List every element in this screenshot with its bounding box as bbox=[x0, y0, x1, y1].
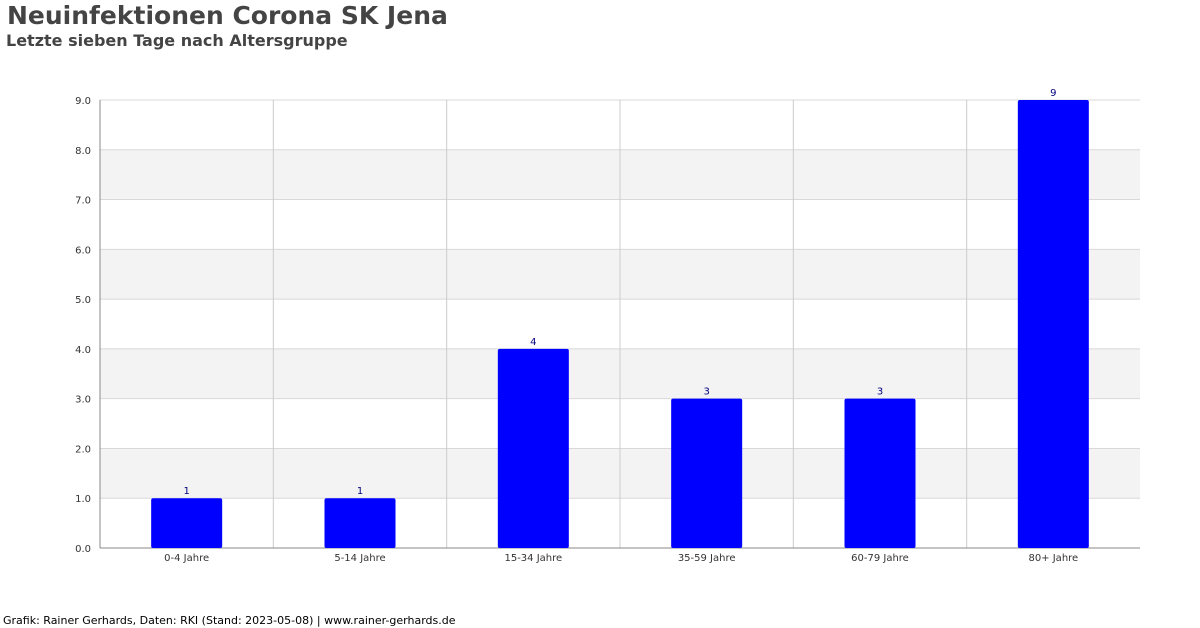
footer-credits: Grafik: Rainer Gerhards, Daten: RKI (Sta… bbox=[3, 614, 456, 627]
bar bbox=[844, 398, 916, 548]
y-tick-label: 0.0 bbox=[75, 544, 91, 555]
bar-value-label: 4 bbox=[530, 337, 536, 348]
x-tick-label: 80+ Jahre bbox=[1028, 553, 1078, 564]
chart-subtitle: Letzte sieben Tage nach Altersgruppe bbox=[6, 31, 348, 50]
bar bbox=[1017, 100, 1089, 548]
x-tick-label: 15-34 Jahre bbox=[504, 553, 562, 564]
y-tick-label: 1.0 bbox=[75, 494, 91, 505]
bar bbox=[671, 398, 743, 548]
x-tick-label: 60-79 Jahre bbox=[851, 553, 909, 564]
bar bbox=[497, 348, 569, 548]
bar-value-label: 3 bbox=[703, 387, 709, 398]
y-tick-label: 6.0 bbox=[75, 245, 91, 256]
x-tick-label: 5-14 Jahre bbox=[334, 553, 385, 564]
y-tick-label: 7.0 bbox=[75, 196, 91, 207]
y-tick-label: 8.0 bbox=[75, 146, 91, 157]
y-tick-label: 5.0 bbox=[75, 295, 91, 306]
y-tick-label: 9.0 bbox=[75, 96, 91, 107]
bar bbox=[324, 498, 396, 548]
bar-value-label: 3 bbox=[877, 387, 883, 398]
bar bbox=[151, 498, 223, 548]
chart-title: Neuinfektionen Corona SK Jena bbox=[7, 1, 448, 30]
bar-value-label: 1 bbox=[183, 486, 189, 497]
bar-value-label: 1 bbox=[357, 486, 363, 497]
bar-value-label: 9 bbox=[1050, 88, 1056, 99]
x-tick-label: 35-59 Jahre bbox=[678, 553, 736, 564]
y-tick-label: 2.0 bbox=[75, 444, 91, 455]
y-tick-label: 4.0 bbox=[75, 345, 91, 356]
x-tick-label: 0-4 Jahre bbox=[164, 553, 209, 564]
y-tick-label: 3.0 bbox=[75, 395, 91, 406]
